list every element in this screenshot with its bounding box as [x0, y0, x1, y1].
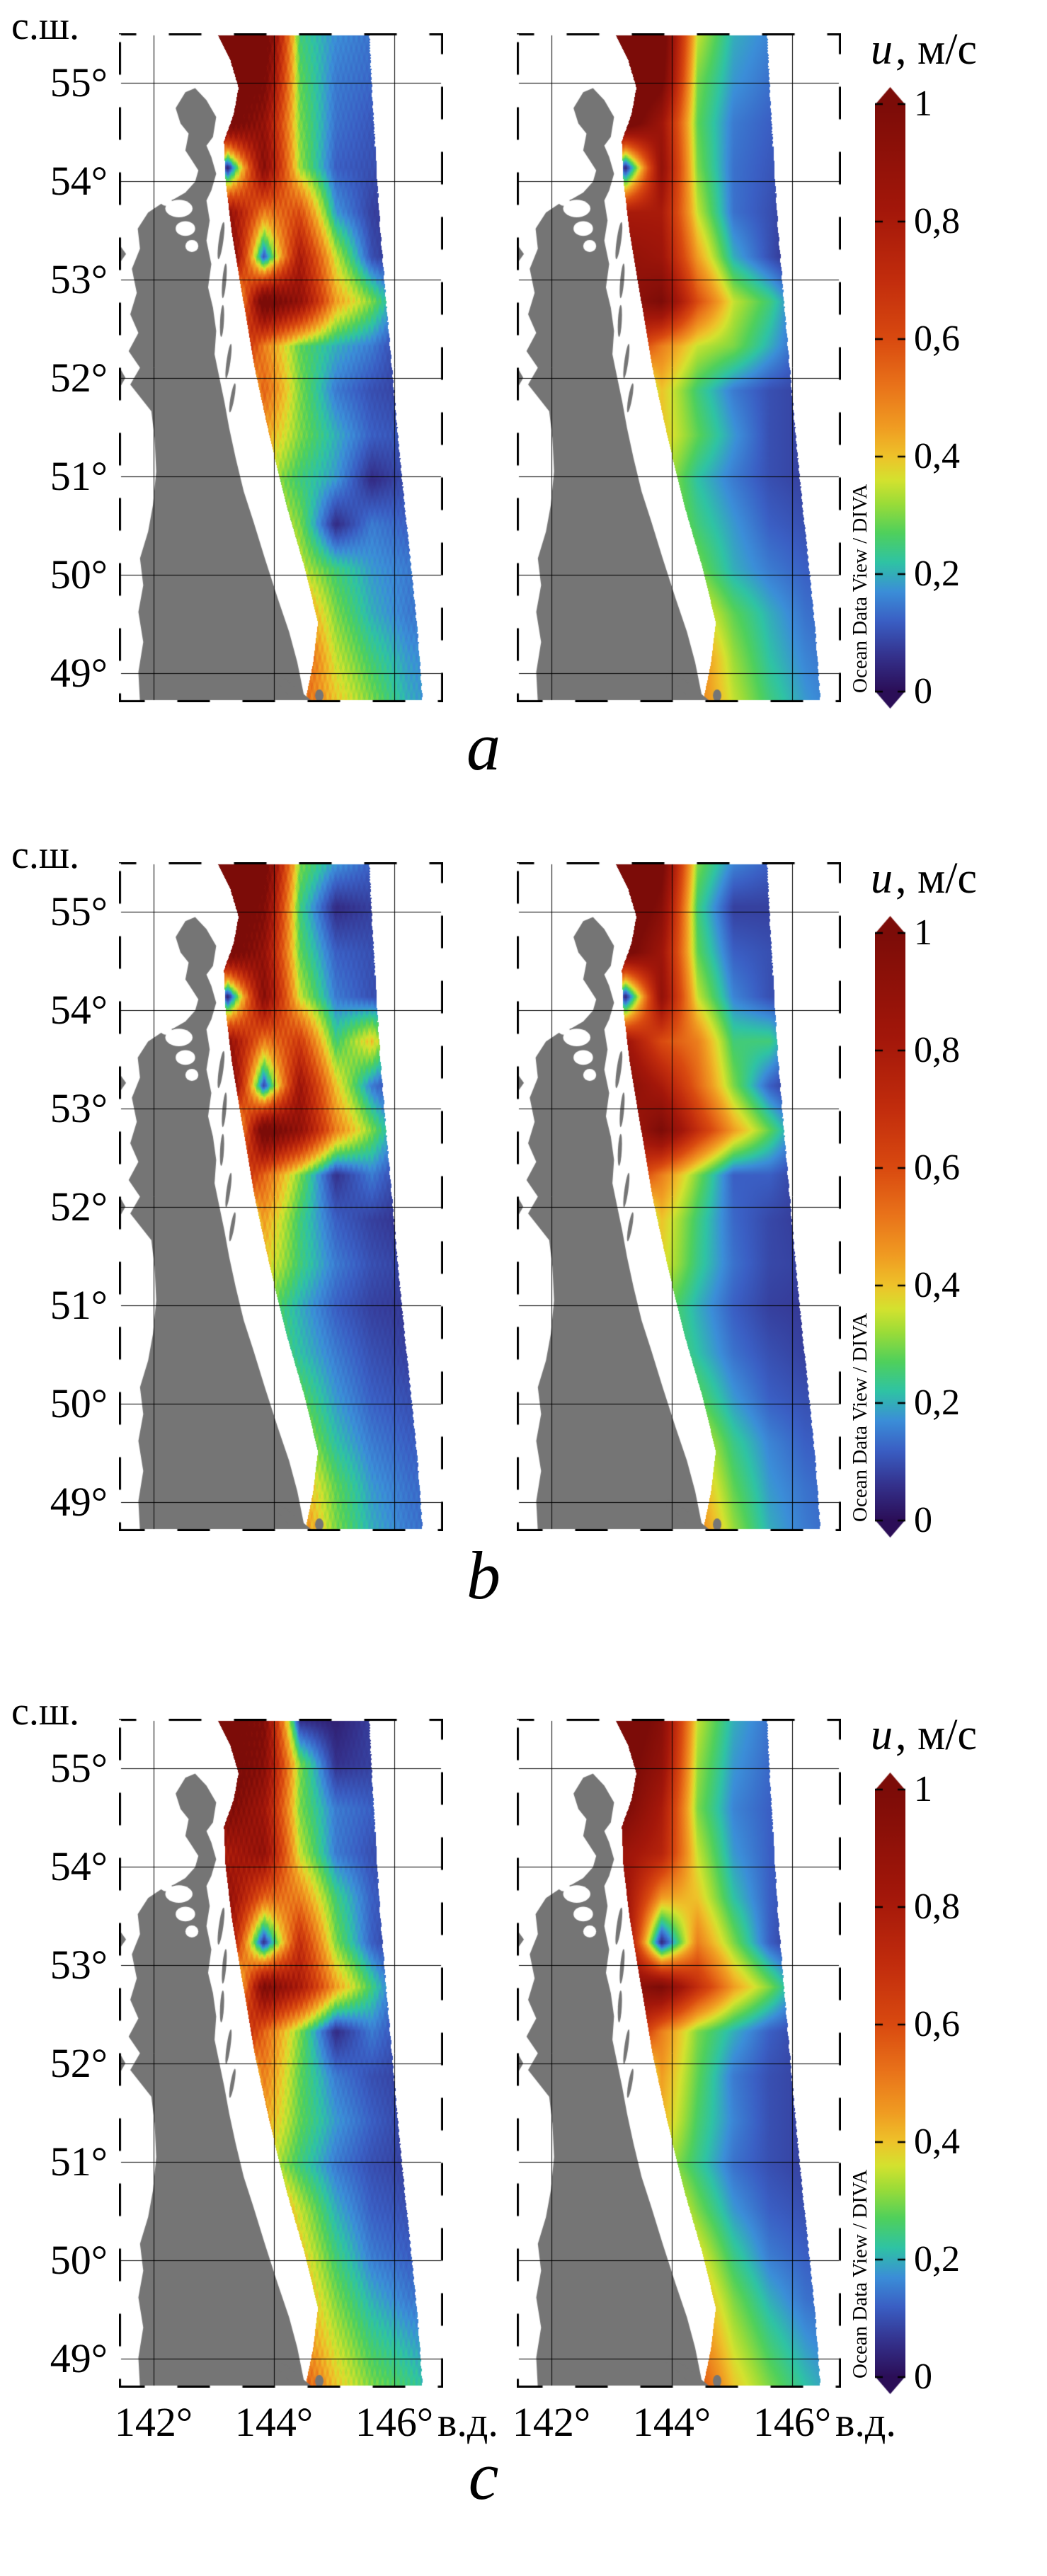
colorbar-units: , м/с: [896, 854, 977, 903]
velocity-map-fine-canvas: [119, 33, 443, 702]
lat-axis-title: с.ш.: [11, 1690, 79, 1734]
lat-tick-label: 49°: [50, 650, 108, 696]
lat-tick-label: 53°: [50, 1942, 108, 1988]
lat-tick-label: 53°: [50, 256, 108, 302]
lat-axis-title: с.ш.: [11, 833, 79, 877]
colorbar-tick-label: 1: [914, 1769, 932, 1809]
colorbar-variable: u: [871, 1711, 893, 1759]
colorbar-tick-label: 0,6: [914, 319, 960, 359]
colorbar-variable: u: [871, 854, 893, 903]
colorbar-title: u, м/с: [871, 1710, 977, 1760]
colorbar-tick-label: 0,8: [914, 1887, 960, 1927]
panel-letter: a: [467, 709, 500, 784]
lon-tick-label: 142°: [114, 2399, 193, 2445]
lat-tick-label: 55°: [50, 59, 108, 105]
lat-tick-label: 50°: [50, 551, 108, 597]
lon-axis-title: в.д.: [835, 2399, 896, 2445]
colorbar-title: u, м/с: [871, 854, 977, 903]
velocity-map-smooth-canvas: [517, 862, 841, 1531]
lon-tick-label: 142°: [512, 2399, 591, 2445]
lon-tick-label: 146°: [753, 2399, 832, 2445]
lat-tick-label: 55°: [50, 888, 108, 934]
lat-tick-label: 52°: [50, 2040, 108, 2086]
lat-tick-label: 54°: [50, 158, 108, 204]
lat-tick-label: 55°: [50, 1745, 108, 1791]
velocity-map-fine-canvas: [119, 1719, 443, 2388]
lon-tick-label: 144°: [632, 2399, 711, 2445]
colorbar-variable: u: [871, 25, 893, 74]
odv-credit-text: Ocean Data View / DIVA: [849, 1312, 871, 1522]
velocity-map-smooth-canvas: [517, 33, 841, 702]
colorbar-canvas: [875, 915, 905, 1542]
colorbar-tick-label: 0,4: [914, 2122, 960, 2162]
colorbar-tick-label: 0,6: [914, 2004, 960, 2044]
colorbar-title: u, м/с: [871, 25, 977, 74]
colorbar-tick-label: 0,4: [914, 436, 960, 476]
lat-tick-label: 53°: [50, 1085, 108, 1131]
lat-tick-label: 49°: [50, 2335, 108, 2381]
colorbar-canvas: [875, 1771, 905, 2398]
panel-row: с.ш. 55° 54° 53° 52° 51° 50° 49° u, м/с …: [0, 1690, 1047, 2551]
lat-axis-title: с.ш.: [11, 4, 79, 48]
colorbar-tick-label: 0: [914, 1500, 932, 1540]
lon-axis-title: в.д.: [437, 2399, 498, 2445]
velocity-map-smooth-canvas: [517, 1719, 841, 2388]
panel-row: с.ш. 55° 54° 53° 52° 51° 50° 49° u, м/с …: [0, 5, 1047, 865]
lat-tick-label: 54°: [50, 987, 108, 1033]
panel-row: с.ш. 55° 54° 53° 52° 51° 50° 49° u, м/с …: [0, 834, 1047, 1694]
lon-tick-label: 146°: [355, 2399, 434, 2445]
colorbar-tick-label: 0: [914, 2357, 932, 2397]
colorbar-tick-label: 0,8: [914, 1030, 960, 1070]
odv-credit-text: Ocean Data View / DIVA: [849, 483, 871, 693]
colorbar-tick-label: 0,8: [914, 201, 960, 241]
lat-tick-label: 51°: [50, 1282, 108, 1328]
colorbar-tick-label: 0,2: [914, 554, 960, 594]
colorbar-units: , м/с: [896, 1711, 977, 1759]
colorbar-tick-label: 0,2: [914, 1383, 960, 1423]
lat-tick-label: 51°: [50, 2139, 108, 2185]
colorbar-tick-label: 0,6: [914, 1147, 960, 1188]
lat-tick-label: 49°: [50, 1479, 108, 1525]
lat-tick-label: 50°: [50, 1380, 108, 1426]
colorbar-tick-label: 1: [914, 84, 932, 124]
panel-letter: b: [467, 1538, 500, 1613]
velocity-map-fine-canvas: [119, 862, 443, 1531]
colorbar-tick-label: 1: [914, 912, 932, 953]
lat-tick-label: 52°: [50, 355, 108, 401]
lat-tick-label: 54°: [50, 1843, 108, 1889]
lat-tick-label: 51°: [50, 453, 108, 499]
lat-tick-label: 50°: [50, 2237, 108, 2283]
lon-tick-label: 144°: [234, 2399, 314, 2445]
colorbar-tick-label: 0,2: [914, 2239, 960, 2279]
colorbar-units: , м/с: [896, 25, 977, 74]
panel-letter: c: [468, 2438, 499, 2514]
colorbar-tick-label: 0,4: [914, 1265, 960, 1305]
lat-tick-label: 52°: [50, 1184, 108, 1230]
colorbar-canvas: [875, 86, 905, 713]
colorbar-tick-label: 0: [914, 671, 932, 711]
odv-credit-text: Ocean Data View / DIVA: [849, 2169, 871, 2378]
